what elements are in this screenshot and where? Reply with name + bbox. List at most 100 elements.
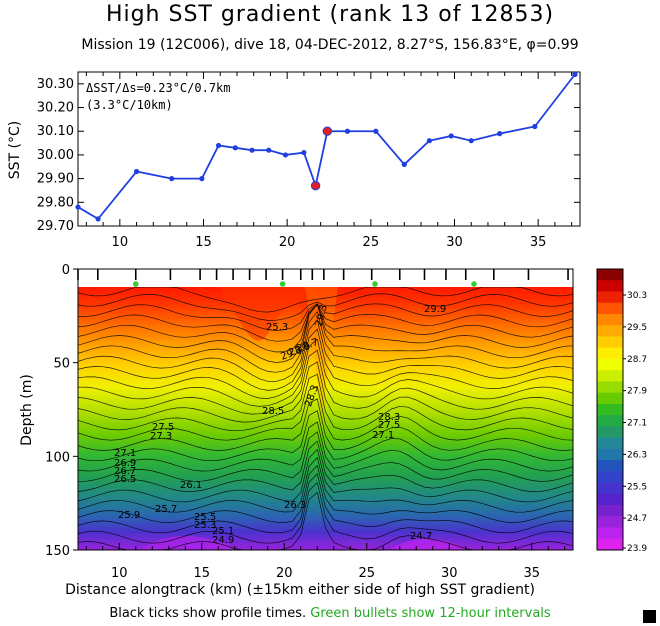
colorbar-swatch <box>597 516 623 529</box>
contour-line <box>78 456 573 513</box>
contour-label: 25.7 <box>155 504 177 515</box>
sst-gradient-point <box>322 126 333 136</box>
sst-data-point <box>468 138 474 144</box>
contour-label: 25.1 <box>212 526 234 537</box>
sst-x-tick-label: 15 <box>195 235 212 250</box>
heatmap-frame <box>77 268 574 551</box>
sst-line-panel: 29.70 29.80 29.90 30.00 30.10 30.20 30.30 10 15… <box>7 71 581 250</box>
colorbar-label: 23.9 <box>627 544 647 554</box>
colorbar-swatch <box>597 358 623 371</box>
sst-data-point <box>199 176 205 182</box>
chart-footer: Black ticks show profile times. Green bu… <box>0 606 660 621</box>
contour-line <box>78 304 573 353</box>
profile-time-ticks <box>77 269 569 280</box>
colorbar-label: 29.5 <box>627 323 647 333</box>
depth-y-ticks: 0 50 100 150 <box>45 263 78 559</box>
sst-y-tick-label: 30.30 <box>37 77 74 92</box>
contour-label: 26.1 <box>180 480 202 491</box>
depth-x-tick-label: 30 <box>441 566 458 581</box>
sst-x-tick-label: 30 <box>446 235 463 250</box>
colorbar-swatch <box>597 313 623 326</box>
sst-x-tick-label: 25 <box>363 235 380 250</box>
sst-data-point <box>301 149 307 156</box>
sst-y-tick-label: 30.20 <box>37 101 74 116</box>
sst-y-tick-label: 29.80 <box>37 195 74 210</box>
depth-y-tick-label: 0 <box>62 263 70 278</box>
sst-series-points <box>75 71 578 222</box>
contour-label: 27.5 <box>378 420 400 431</box>
colorbar-swatch <box>597 493 623 506</box>
green-bullet <box>132 281 139 287</box>
footer-green-bullets-note: Green bullets show 12-hour intervals <box>310 606 551 621</box>
sst-data-point <box>95 216 101 222</box>
contour-lines <box>78 287 573 550</box>
contour-label: 25.9 <box>118 510 140 521</box>
depth-x-tick-label: 25 <box>358 566 375 581</box>
sst-x-tick-label: 10 <box>112 235 129 250</box>
contour-line <box>78 481 573 544</box>
footer-black-ticks-note: Black ticks show profile times. <box>109 606 307 621</box>
depth-x-ticks: 10 15 20 25 30 35 <box>85 543 566 581</box>
colorbar-swatch <box>597 471 623 484</box>
colorbar-swatch <box>597 302 623 315</box>
colorbar-swatch <box>597 280 623 292</box>
contour-label: 28.3 <box>378 412 400 423</box>
green-bullet <box>372 281 378 287</box>
colorbar-label: 30.3 <box>627 291 647 301</box>
sst-y-tick-label: 30.00 <box>37 148 74 163</box>
sst-x-tick-label: 35 <box>530 235 547 250</box>
depth-x-tick-label: 10 <box>111 566 128 581</box>
colorbar-swatch <box>597 448 623 461</box>
contour-label: 26.9 <box>114 458 136 469</box>
contour-line <box>78 440 573 492</box>
colorbar-label: 28.7 <box>627 355 647 365</box>
contour-label: 28.5 <box>262 406 284 417</box>
colorbar-swatch <box>597 482 623 495</box>
contour-label: 26.3 <box>284 500 306 511</box>
colorbar-swatch <box>597 291 623 304</box>
depth-x-tick-label: 15 <box>193 566 210 581</box>
contour-line <box>78 338 573 407</box>
contour-line <box>78 431 573 482</box>
colorbar: 30.3 29.5 28.7 27.9 27.1 26.3 25.5 24.7 23.9 <box>596 268 647 554</box>
contour-label: 25.5 <box>194 512 216 523</box>
colorbar-label: 25.5 <box>627 482 647 492</box>
green-bullet <box>279 281 286 287</box>
colorbar-swatch <box>597 370 623 382</box>
contour-line <box>78 349 573 415</box>
sst-data-point <box>282 152 289 158</box>
contour-label: 24.9 <box>212 535 234 546</box>
chart-subtitle: Mission 19 (12C006), dive 18, 04-DEC-201… <box>81 37 579 53</box>
contour-line <box>78 373 573 432</box>
depth-x-tick-label: 35 <box>523 566 540 581</box>
colorbar-swatch <box>597 505 623 517</box>
contour-line <box>78 303 573 373</box>
colorbar-swatch <box>597 426 623 439</box>
contour-line <box>78 421 573 472</box>
gradient-annotation-per10km: (3.3°C/10km) <box>86 98 173 112</box>
sst-data-point <box>572 71 578 77</box>
contour-label: 29.9 <box>424 304 446 315</box>
contour-label: 25.3 <box>266 322 288 333</box>
sst-data-point <box>215 142 222 149</box>
contour-label: 27.5 <box>152 422 174 433</box>
heatmap-deep-purple-2 <box>390 538 470 550</box>
twelve-hour-bullets <box>132 281 477 287</box>
colorbar-swatch <box>597 325 623 337</box>
colorbar-swatch <box>597 415 623 427</box>
contour-line <box>78 304 573 342</box>
contour-line <box>78 303 573 331</box>
contour-line <box>78 464 573 523</box>
contour-label: 26.5 <box>114 474 136 485</box>
sst-data-point <box>426 138 432 144</box>
contour-label: 24.7 <box>410 531 432 542</box>
gradient-annotation: ΔSST/Δs=0.23°C/0.7km <box>86 81 231 95</box>
contour-line <box>78 472 573 534</box>
sst-data-point <box>497 131 503 137</box>
colorbar-swatch <box>597 381 623 394</box>
depth-y-axis-label: Depth (m) <box>19 374 35 446</box>
contour-line <box>78 398 573 451</box>
sst-x-ticks: 10 15 20 25 30 35 <box>85 72 573 250</box>
heatmap-front-plume <box>220 287 318 341</box>
